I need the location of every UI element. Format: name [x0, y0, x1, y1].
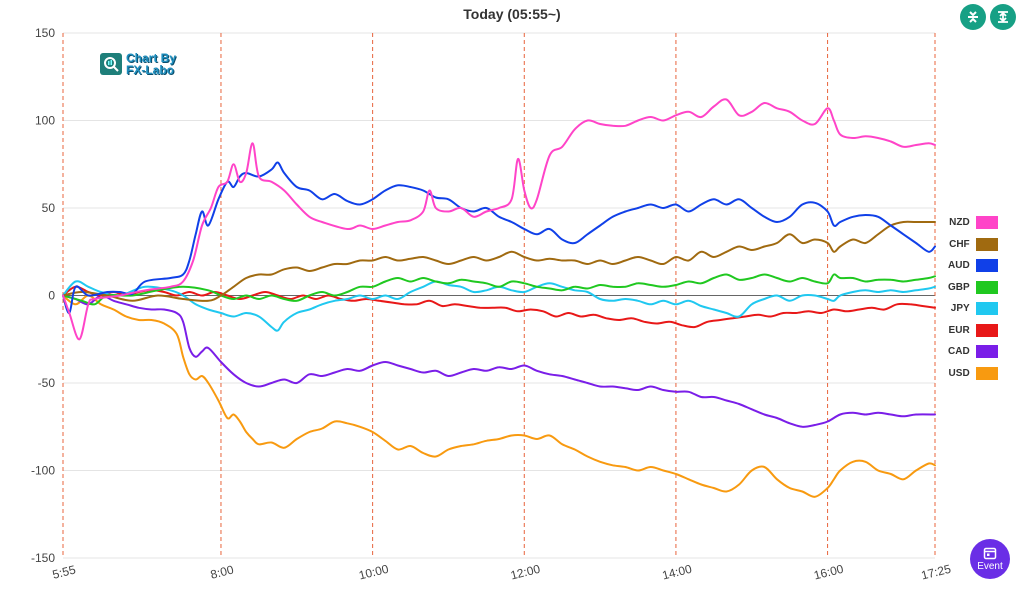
legend-label: CHF [949, 238, 970, 250]
y-tick-label: 50 [42, 201, 56, 215]
y-tick-label: -50 [38, 376, 56, 390]
legend-label: GBP [948, 281, 970, 293]
legend-swatch [975, 237, 998, 251]
y-tick-label: 100 [35, 114, 55, 128]
series-line-nzd [62, 98, 936, 341]
series-line-aud [62, 161, 936, 315]
legend-swatch [975, 259, 998, 273]
y-tick-label: -150 [31, 551, 55, 565]
x-tick-label: 17:25 [920, 562, 953, 583]
series-line-usd [62, 294, 936, 498]
legend-label: CAD [948, 346, 970, 358]
legend-swatch [975, 216, 998, 230]
y-tick-label: -100 [31, 464, 55, 478]
expand-icon[interactable] [990, 4, 1016, 30]
legend-item-aud[interactable]: AUD [948, 255, 998, 277]
y-tick-label: 0 [48, 289, 55, 303]
logo: Chart By FX-Labo [100, 52, 176, 76]
legend-label: JPY [950, 303, 970, 315]
series-line-cad [62, 294, 936, 428]
legend-item-eur[interactable]: EUR [948, 320, 998, 342]
x-tick-label: 12:00 [509, 562, 542, 583]
legend-label: NZD [949, 217, 970, 229]
page-title: Today (05:55~) [463, 6, 561, 22]
calendar-icon [983, 547, 997, 560]
y-tick-label: 150 [35, 26, 55, 40]
series-line-gbp [62, 273, 936, 306]
event-button[interactable]: Event [970, 539, 1010, 579]
logo-line1: Chart By [126, 51, 177, 65]
legend-swatch [975, 345, 998, 359]
legend-item-nzd[interactable]: NZD [948, 212, 998, 234]
compress-icon[interactable] [960, 4, 986, 30]
x-tick-label: 10:00 [357, 562, 390, 583]
legend-swatch [975, 302, 998, 316]
series-line-chf [62, 220, 936, 302]
logo-line2: FX-Labo [126, 63, 174, 77]
chart-logo-icon [100, 53, 122, 75]
legend-swatch [975, 323, 998, 337]
legend-swatch [975, 280, 998, 294]
legend-label: EUR [948, 324, 970, 336]
legend-label: AUD [948, 260, 970, 272]
legend-swatch [975, 366, 998, 380]
legend-item-cad[interactable]: CAD [948, 341, 998, 363]
x-tick-label: 14:00 [661, 562, 694, 583]
event-button-label: Event [977, 561, 1003, 572]
x-tick-label: 16:00 [812, 562, 845, 583]
legend-item-jpy[interactable]: JPY [948, 298, 998, 320]
legend-item-gbp[interactable]: GBP [948, 277, 998, 299]
x-tick-label: 8:00 [209, 562, 235, 581]
x-tick-label: 5:55 [51, 562, 77, 581]
series-lines [62, 98, 936, 498]
series-line-eur [62, 285, 936, 329]
legend-label: USD [948, 367, 970, 379]
legend: NZD CHF AUD GBP JPY EUR CAD USD [948, 212, 998, 384]
legend-item-chf[interactable]: CHF [948, 234, 998, 256]
legend-item-usd[interactable]: USD [948, 363, 998, 385]
series-line-jpy [62, 280, 936, 332]
